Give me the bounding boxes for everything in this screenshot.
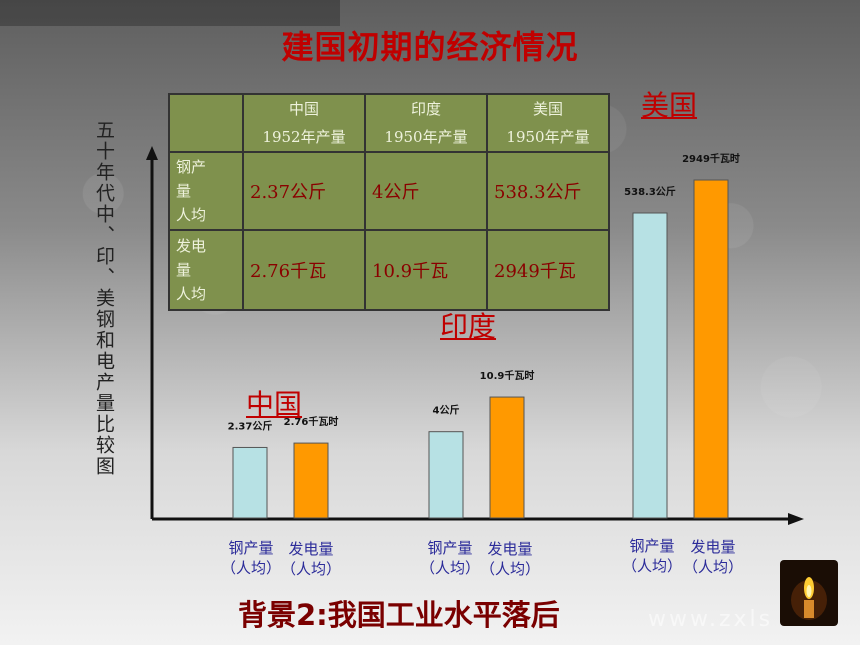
bar-value-label: 538.3公斤 xyxy=(624,185,676,198)
x-axis-arrow xyxy=(788,513,804,525)
bar xyxy=(693,179,729,519)
bar xyxy=(428,431,464,519)
comparison-table: 中国 1952年产量 印度 1950年产量 美国 1950年产量 钢产 量 人均… xyxy=(168,93,610,311)
category-label-power: 发电量 （人均） xyxy=(480,540,541,578)
bar xyxy=(232,446,268,519)
top-banner-strip xyxy=(0,0,340,26)
bottom-title: 背景2:我国工业水平落后 xyxy=(238,598,560,632)
table-cell: 10.9千瓦 xyxy=(364,229,488,311)
table-cell: 4公斤 xyxy=(364,151,488,231)
table-cell: 2.76千瓦 xyxy=(242,229,366,311)
category-label-steel: 钢产量 （人均） xyxy=(622,537,683,575)
category-label-steel: 钢产量 （人均） xyxy=(221,539,282,577)
table-cell: 2949千瓦 xyxy=(486,229,610,311)
bar-value-label: 4公斤 xyxy=(433,404,460,417)
category-label-power: 发电量 （人均） xyxy=(683,538,744,576)
table-header-cell: 美国 1950年产量 xyxy=(486,93,610,153)
table-cell: 538.3公斤 xyxy=(486,151,610,231)
chart-vertical-label: 五十年代中、印、美钢和电产量比较图 xyxy=(93,120,115,477)
candle-icon xyxy=(780,560,838,626)
category-label-steel: 钢产量 （人均） xyxy=(420,539,481,577)
bar-value-label: 2949千瓦时 xyxy=(682,152,740,165)
table-row-header: 钢产 量 人均 xyxy=(168,151,244,231)
table-row-header: 发电 量 人均 xyxy=(168,229,244,311)
category-label-power: 发电量 （人均） xyxy=(281,540,342,578)
table-header-row: 中国 1952年产量 印度 1950年产量 美国 1950年产量 xyxy=(168,93,610,153)
country-label-india: 印度 xyxy=(440,310,497,343)
bar xyxy=(489,396,525,519)
y-axis-arrow xyxy=(146,146,158,160)
bar-value-label: 10.9千瓦时 xyxy=(480,369,535,382)
slide-title: 建国初期的经济情况 xyxy=(281,28,579,66)
country-label-china: 中国 xyxy=(246,388,303,421)
bar xyxy=(632,212,668,519)
table-row: 钢产 量 人均 2.37公斤 4公斤 538.3公斤 xyxy=(168,151,610,231)
table-cell: 2.37公斤 xyxy=(242,151,366,231)
table-header-cell-empty xyxy=(168,93,244,153)
chart-bars xyxy=(232,179,729,519)
chart-axes xyxy=(146,146,804,525)
bar xyxy=(293,442,329,519)
country-label-usa: 美国 xyxy=(641,89,698,122)
watermark-text: www.zxls xyxy=(648,607,774,632)
table-header-cell: 中国 1952年产量 xyxy=(242,93,366,153)
table-header-cell: 印度 1950年产量 xyxy=(364,93,488,153)
bar-value-label: 2.37公斤 xyxy=(228,419,273,432)
bar-value-label: 2.76千瓦时 xyxy=(284,415,339,428)
table-row: 发电 量 人均 2.76千瓦 10.9千瓦 2949千瓦 xyxy=(168,229,610,311)
